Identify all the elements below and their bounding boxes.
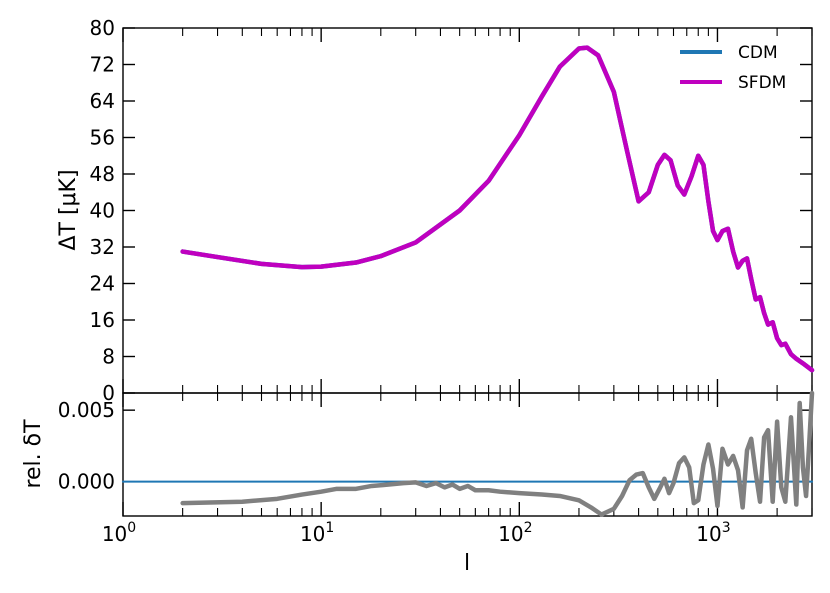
legend-label-sfdm: SFDM	[738, 73, 786, 93]
x-tick-label: 100	[102, 520, 136, 546]
main-series-sfdm	[180, 45, 815, 373]
main-series-cdm	[180, 45, 815, 373]
main-series	[180, 45, 815, 373]
residual-y-tick-labels: 0.000 0.005	[58, 398, 115, 494]
x-tick-label: 103	[696, 520, 730, 546]
residual-y-tick-label: 0.000	[58, 470, 115, 494]
x-tick-label: 101	[300, 520, 334, 546]
main-y-tick-label: 24	[90, 272, 115, 296]
residual-plot-frame	[122, 392, 813, 517]
main-y-tick-label: 32	[90, 235, 115, 259]
residual-series-sfdm	[180, 390, 815, 517]
residual-y-axis-label: rel. δT	[21, 419, 46, 489]
main-ticks	[122, 27, 813, 394]
main-y-tick-labels: 0 8 16 24 32 40 48 56 64 72 80	[90, 16, 115, 405]
x-tick-label: 102	[498, 520, 532, 546]
residual-y-tick-label: 0.005	[58, 398, 115, 422]
main-y-tick-label: 80	[90, 16, 115, 40]
legend-label-cdm: CDM	[738, 43, 778, 63]
x-tick-labels: 100 101 102 103	[102, 520, 731, 546]
main-y-tick-label: 16	[90, 308, 115, 332]
main-y-tick-label: 40	[90, 199, 115, 223]
x-axis-label: l	[464, 551, 470, 576]
main-y-tick-label: 64	[90, 89, 115, 113]
legend: CDM SFDM	[680, 43, 786, 93]
main-y-tick-label: 72	[90, 53, 115, 77]
main-y-axis-label: ΔT [μK]	[56, 169, 81, 250]
main-y-tick-label: 0	[102, 381, 115, 405]
residual-series	[122, 390, 815, 517]
main-y-tick-label: 8	[102, 345, 115, 369]
main-y-tick-label: 48	[90, 162, 115, 186]
main-y-tick-label: 56	[90, 126, 115, 150]
